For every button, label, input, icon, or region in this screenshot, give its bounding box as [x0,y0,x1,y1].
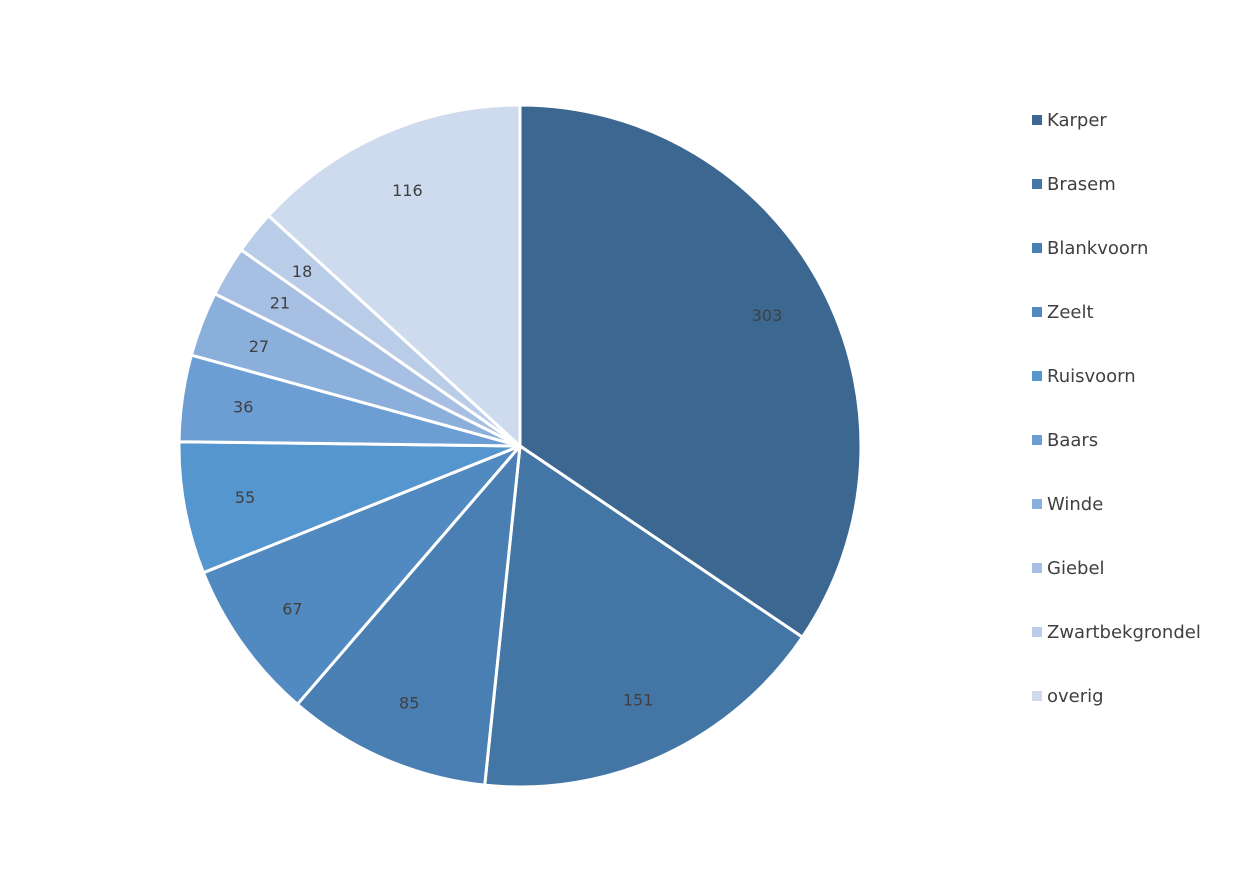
legend-label-brasem: Brasem [1047,174,1116,195]
legend-label-overig: overig [1047,686,1104,707]
pie-slice-karper [518,103,863,639]
legend-label-winde: Winde [1047,494,1103,515]
legend-label-giebel: Giebel [1047,558,1105,579]
pie-slices [177,103,863,789]
data-label-winde: 27 [249,337,269,356]
legend-swatch-brasem [1032,179,1042,189]
legend-swatch-giebel [1032,563,1042,573]
legend-swatch-overig [1032,691,1042,701]
pie-slice-zeelt [201,444,522,706]
data-label-brasem: 151 [623,691,654,710]
data-label-baars: 36 [233,398,253,417]
legend-label-baars: Baars [1047,430,1098,451]
data-label-overig: 116 [392,181,423,200]
pie-slice-overig [267,103,522,448]
data-label-zeelt: 67 [282,600,302,619]
legend-swatch-ruisvoorn [1032,371,1042,381]
legend-label-zeelt: Zeelt [1047,302,1094,323]
data-label-giebel: 21 [270,294,290,313]
pie-slice-brasem [483,444,804,789]
data-label-karper: 303 [752,306,783,325]
legend-label-zwartbekgrondel: Zwartbekgrondel [1047,622,1201,643]
data-label-ruisvoorn: 55 [235,488,255,507]
pie-slice-blankvoorn [295,444,522,787]
legend-swatch-baars [1032,435,1042,445]
data-label-blankvoorn: 85 [399,694,419,713]
pie-slice-ruisvoorn [177,440,522,575]
legend: Karper Brasem Blankvoorn Zeelt Ruisvoorn Baar… [1032,110,1201,707]
legend-label-karper: Karper [1047,110,1107,131]
legend-label-ruisvoorn: Ruisvoorn [1047,366,1136,387]
legend-swatch-winde [1032,499,1042,509]
legend-swatch-karper [1032,115,1042,125]
legend-label-blankvoorn: Blankvoorn [1047,238,1148,259]
data-label-zwartbekgrondel: 18 [292,262,312,281]
legend-swatch-zeelt [1032,307,1042,317]
legend-swatch-blankvoorn [1032,243,1042,253]
legend-swatch-zwartbekgrondel [1032,627,1042,637]
